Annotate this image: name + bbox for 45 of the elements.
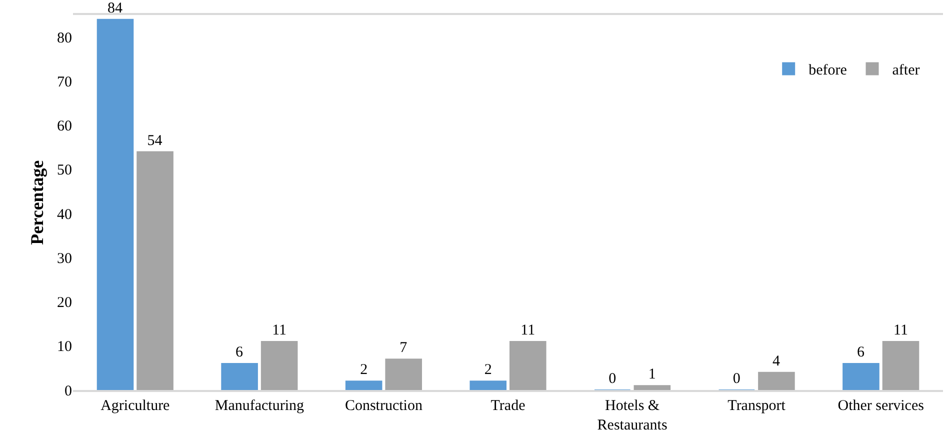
bar (470, 380, 507, 390)
legend-label: after (892, 62, 920, 79)
bar (634, 385, 671, 390)
bar (385, 358, 422, 390)
y-tick-label: 20 (57, 295, 72, 312)
data-label: 0 (732, 371, 740, 387)
y-tick-label: 60 (57, 118, 72, 135)
data-label: 6 (856, 344, 865, 361)
legend-label: before (808, 62, 848, 79)
bar (345, 380, 382, 390)
bar (509, 340, 546, 390)
x-tick-label: Transport (728, 398, 786, 414)
data-label: 1 (648, 366, 656, 383)
x-tick-label: Construction (344, 398, 423, 414)
data-label: 54 (147, 132, 163, 149)
data-label: 2 (484, 362, 492, 378)
y-axis-title: Percentage (27, 160, 48, 245)
data-label: 11 (520, 322, 536, 338)
x-tick-label: Hotels & Restaurants (597, 398, 668, 434)
y-tick-label: 10 (57, 339, 72, 356)
y-tick-label: 40 (57, 206, 72, 223)
y-tick-label: 70 (57, 74, 72, 90)
y-tick-label: 0 (64, 383, 72, 400)
bar (758, 372, 795, 390)
x-tick-label: Trade (490, 398, 526, 414)
bar (96, 18, 134, 390)
bar (842, 363, 880, 390)
data-label: 11 (272, 322, 287, 338)
y-tick-label: 80 (57, 30, 72, 46)
data-label: 11 (894, 322, 908, 338)
x-tick-label: Manufacturing (214, 398, 304, 414)
data-label: 0 (608, 371, 616, 387)
data-label: 84 (108, 0, 124, 16)
x-tick-label: Agriculture (100, 398, 170, 414)
bar (221, 363, 258, 390)
y-tick-label: 50 (57, 162, 72, 179)
data-label: 2 (360, 362, 368, 378)
bar (882, 340, 920, 390)
bar (136, 151, 174, 390)
data-label: 7 (400, 340, 408, 356)
data-label: 4 (772, 353, 780, 370)
data-label: 6 (236, 344, 244, 361)
bar (260, 340, 298, 390)
x-tick-label: Other services (838, 398, 924, 414)
y-tick-label: 30 (57, 250, 72, 267)
